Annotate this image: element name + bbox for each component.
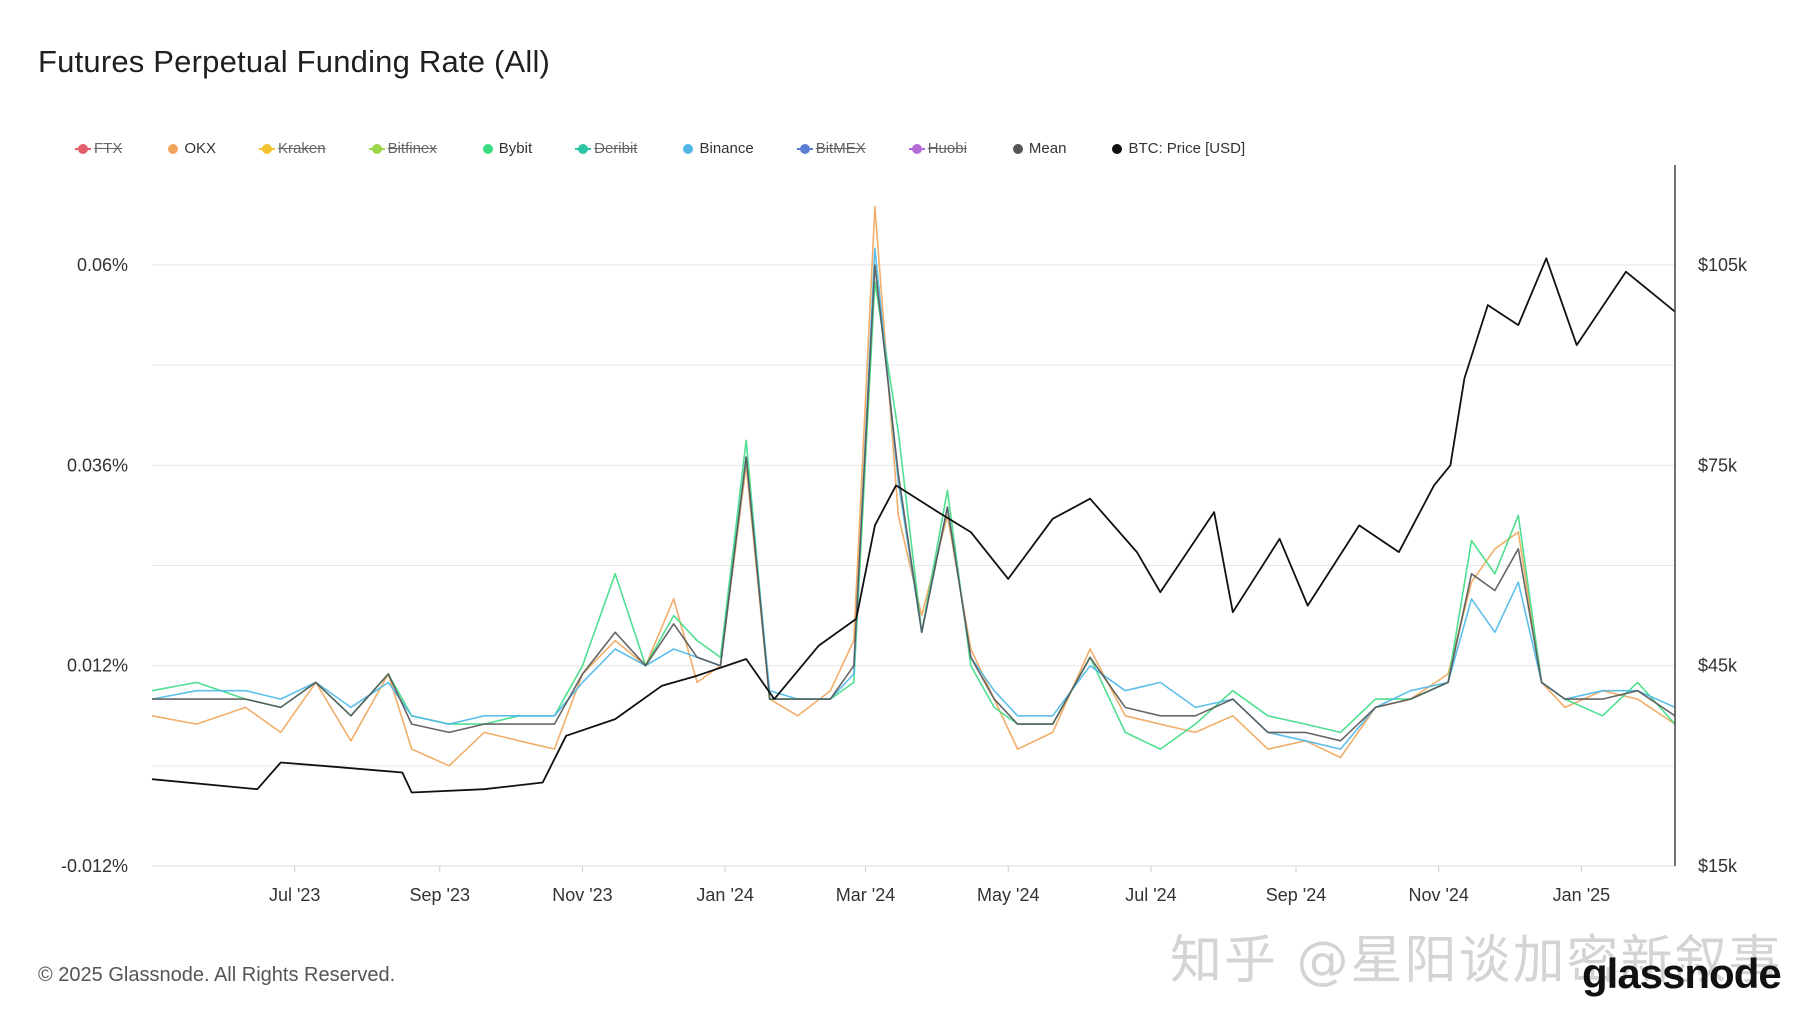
legend-swatch — [908, 143, 925, 154]
series-line-mean[interactable] — [152, 264, 1676, 742]
legend-item-ftx[interactable]: FTX — [75, 140, 123, 157]
y-right-tick-label: $105k — [1698, 255, 1748, 275]
legend-swatch — [482, 143, 493, 154]
legend-item-bitmex[interactable]: BitMEX — [796, 140, 866, 157]
x-tick-label: Jan '24 — [696, 885, 753, 905]
y-left-tick-label: -0.012% — [61, 856, 128, 876]
legend-label: FTX — [94, 140, 123, 157]
chart-legend: FTX OKX Kraken Bitfinex Bybit Deribit Binance B… — [75, 140, 1291, 157]
legend-item-binance[interactable]: Binance — [683, 140, 754, 157]
legend-swatch — [368, 143, 385, 154]
legend-label: BitMEX — [815, 140, 866, 157]
y-right-tick-label: $15k — [1698, 856, 1738, 876]
y-right-tick-label: $45k — [1698, 656, 1738, 676]
legend-item-kraken[interactable]: Kraken — [259, 140, 326, 157]
x-tick-label: Jul '23 — [269, 885, 320, 905]
legend-label: OKX — [184, 140, 217, 157]
legend-item-deribit[interactable]: Deribit — [575, 140, 638, 157]
legend-item-huobi[interactable]: Huobi — [908, 140, 967, 157]
legend-label: Kraken — [278, 140, 326, 157]
legend-swatch — [168, 143, 179, 154]
glassnode-logo[interactable]: glassnode — [1582, 950, 1782, 997]
legend-swatch — [796, 143, 813, 154]
series-line-btc-price-usd[interactable] — [151, 257, 1676, 794]
axes: 0.06% 0.036% 0.012% -0.012% $105k $75k $45k $15… — [61, 165, 1748, 905]
legend-item-bybit[interactable]: Bybit — [482, 140, 533, 157]
legend-swatch — [683, 143, 694, 154]
legend-item-btc-price-usd[interactable]: BTC: Price [USD] — [1112, 140, 1245, 157]
x-tick-label: Nov '23 — [552, 885, 612, 905]
x-tick-label: Nov '24 — [1408, 885, 1468, 905]
x-tick-label: Jul '24 — [1125, 885, 1176, 905]
y-left-tick-label: 0.06% — [77, 255, 128, 275]
x-tick-label: May '24 — [977, 885, 1039, 905]
page-title: Futures Perpetual Funding Rate (All) — [38, 44, 551, 79]
y-left-tick-label: 0.012% — [67, 656, 128, 676]
legend-swatch — [75, 143, 91, 154]
legend-label: Huobi — [927, 140, 967, 157]
y-left-tick-label: 0.036% — [67, 455, 128, 475]
legend-item-bitfinex[interactable]: Bitfinex — [368, 140, 437, 157]
series-line-bybit[interactable] — [151, 280, 1676, 750]
series-line-okx[interactable] — [151, 205, 1676, 767]
copyright-text: © 2025 Glassnode. All Rights Reserved. — [38, 964, 396, 986]
legend-swatch — [1012, 143, 1023, 154]
x-tick-label: Mar '24 — [836, 885, 895, 905]
legend-label: Bybit — [498, 140, 533, 157]
legend-swatch — [575, 143, 592, 154]
watermark-text: 知乎 @星阳谈加密新叙事 — [1170, 931, 1783, 991]
legend-label: Bitfinex — [387, 140, 437, 157]
legend-label: Binance — [699, 140, 754, 157]
series-line-binance[interactable] — [151, 247, 1676, 750]
x-tick-label: Sep '23 — [410, 885, 471, 905]
legend-label: Deribit — [594, 140, 638, 157]
x-tick-label: Sep '24 — [1266, 885, 1327, 905]
series-lines — [151, 205, 1676, 794]
legend-label: Mean — [1028, 140, 1067, 157]
legend-swatch — [1112, 143, 1123, 154]
legend-label: BTC: Price [USD] — [1128, 140, 1246, 157]
y-right-tick-label: $75k — [1698, 455, 1738, 475]
x-tick-label: Jan '25 — [1553, 885, 1610, 905]
legend-item-okx[interactable]: OKX — [168, 140, 216, 157]
legend-swatch — [259, 143, 276, 154]
legend-item-mean[interactable]: Mean — [1012, 140, 1067, 157]
